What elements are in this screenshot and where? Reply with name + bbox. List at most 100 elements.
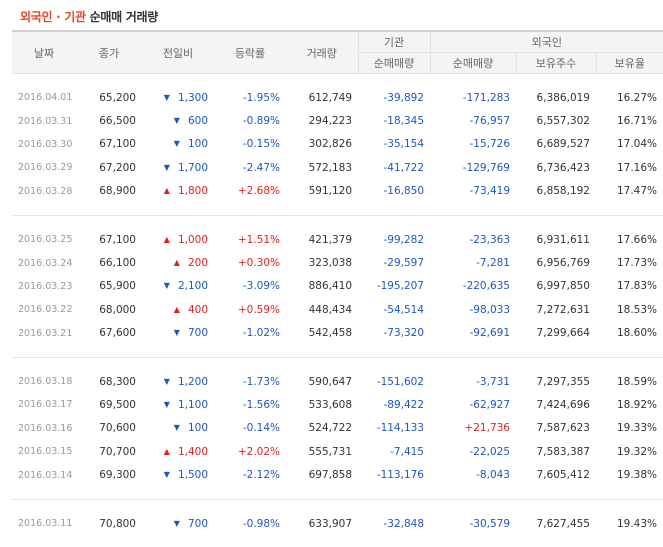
cell-foreign: -76,957 [430, 109, 516, 132]
cell-volume: 590,647 [286, 370, 358, 393]
cell-close: 65,200 [76, 86, 142, 109]
cell-ratio: 18.60% [596, 322, 663, 345]
cell-volume: 448,434 [286, 298, 358, 321]
cell-date: 2016.03.14 [12, 463, 76, 486]
cell-holdings: 7,424,696 [516, 393, 596, 416]
cell-change: ▲200 [142, 251, 214, 274]
cell-volume: 302,826 [286, 133, 358, 156]
cell-volume: 591,120 [286, 180, 358, 203]
cell-date: 2016.03.11 [12, 512, 76, 535]
cell-change: ▼100 [142, 133, 214, 156]
triangle-down-icon: ▼ [174, 328, 180, 337]
cell-ratio: 17.73% [596, 251, 663, 274]
cell-change: ▼1,100 [142, 393, 214, 416]
triangle-up-icon: ▲ [174, 305, 180, 314]
cell-date: 2016.03.29 [12, 156, 76, 179]
cell-volume: 323,038 [286, 251, 358, 274]
cell-date: 2016.03.21 [12, 322, 76, 345]
cell-date: 2016.03.23 [12, 275, 76, 298]
cell-volume: 612,749 [286, 86, 358, 109]
header-volume: 거래량 [286, 31, 358, 74]
triangle-down-icon: ▼ [174, 116, 180, 125]
cell-date: 2016.04.01 [12, 86, 76, 109]
cell-foreign: -171,283 [430, 86, 516, 109]
panel-title: 외국인 · 기관 순매매 거래량 [20, 8, 158, 25]
cell-inst: -151,602 [358, 370, 430, 393]
change-value: 100 [188, 138, 208, 150]
cell-ratio: 16.71% [596, 109, 663, 132]
change-value: 700 [188, 327, 208, 339]
cell-change: ▼1,300 [142, 86, 214, 109]
header-close: 종가 [76, 31, 142, 74]
cell-close: 70,800 [76, 512, 142, 535]
cell-date: 2016.03.22 [12, 298, 76, 321]
cell-volume: 697,858 [286, 463, 358, 486]
cell-close: 68,900 [76, 180, 142, 203]
cell-foreign: -30,579 [430, 512, 516, 535]
header-hold-ratio: 보유율 [596, 53, 663, 74]
cell-ratio: 16.27% [596, 86, 663, 109]
cell-volume: 572,183 [286, 156, 358, 179]
cell-foreign: -129,769 [430, 156, 516, 179]
triangle-up-icon: ▲ [164, 447, 170, 456]
cell-rate: +0.30% [214, 251, 286, 274]
cell-change: ▼700 [142, 512, 214, 535]
cell-rate: -0.98% [214, 512, 286, 535]
cell-volume: 421,379 [286, 228, 358, 251]
cell-change: ▲1,800 [142, 180, 214, 203]
header-change: 전일비 [142, 31, 214, 74]
triangle-down-icon: ▼ [164, 163, 170, 172]
cell-foreign: -8,043 [430, 463, 516, 486]
title-foreign: 외국인 [20, 10, 52, 24]
cell-change: ▲1,000 [142, 228, 214, 251]
cell-date: 2016.03.24 [12, 251, 76, 274]
cell-date: 2016.03.31 [12, 109, 76, 132]
cell-close: 67,100 [76, 133, 142, 156]
cell-inst: -29,597 [358, 251, 430, 274]
header-foreign-net: 순매매량 [430, 53, 516, 74]
cell-holdings: 7,587,623 [516, 417, 596, 440]
cell-ratio: 19.33% [596, 417, 663, 440]
title-separator: · [56, 10, 60, 24]
cell-holdings: 6,956,769 [516, 251, 596, 274]
cell-close: 68,300 [76, 370, 142, 393]
cell-date: 2016.03.25 [12, 228, 76, 251]
cell-date: 2016.03.16 [12, 417, 76, 440]
cell-inst: -32,848 [358, 512, 430, 535]
cell-rate: -1.02% [214, 322, 286, 345]
cell-rate: -2.47% [214, 156, 286, 179]
cell-inst: -39,892 [358, 86, 430, 109]
cell-rate: +1.51% [214, 228, 286, 251]
change-value: 1,700 [178, 162, 208, 174]
change-value: 2,100 [178, 280, 208, 292]
cell-foreign: -98,033 [430, 298, 516, 321]
cell-volume: 524,722 [286, 417, 358, 440]
cell-foreign: -62,927 [430, 393, 516, 416]
cell-ratio: 18.59% [596, 370, 663, 393]
change-value: 400 [188, 304, 208, 316]
header-institution: 기관 [358, 31, 430, 53]
cell-rate: -1.56% [214, 393, 286, 416]
change-value: 1,500 [178, 469, 208, 481]
cell-holdings: 7,297,355 [516, 370, 596, 393]
change-value: 700 [188, 518, 208, 530]
cell-change: ▼600 [142, 109, 214, 132]
triangle-up-icon: ▲ [174, 258, 180, 267]
cell-foreign: -220,635 [430, 275, 516, 298]
cell-foreign: -23,363 [430, 228, 516, 251]
cell-inst: -99,282 [358, 228, 430, 251]
cell-holdings: 6,997,850 [516, 275, 596, 298]
cell-foreign: -92,691 [430, 322, 516, 345]
cell-close: 67,200 [76, 156, 142, 179]
triangle-down-icon: ▼ [164, 400, 170, 409]
cell-rate: +0.59% [214, 298, 286, 321]
